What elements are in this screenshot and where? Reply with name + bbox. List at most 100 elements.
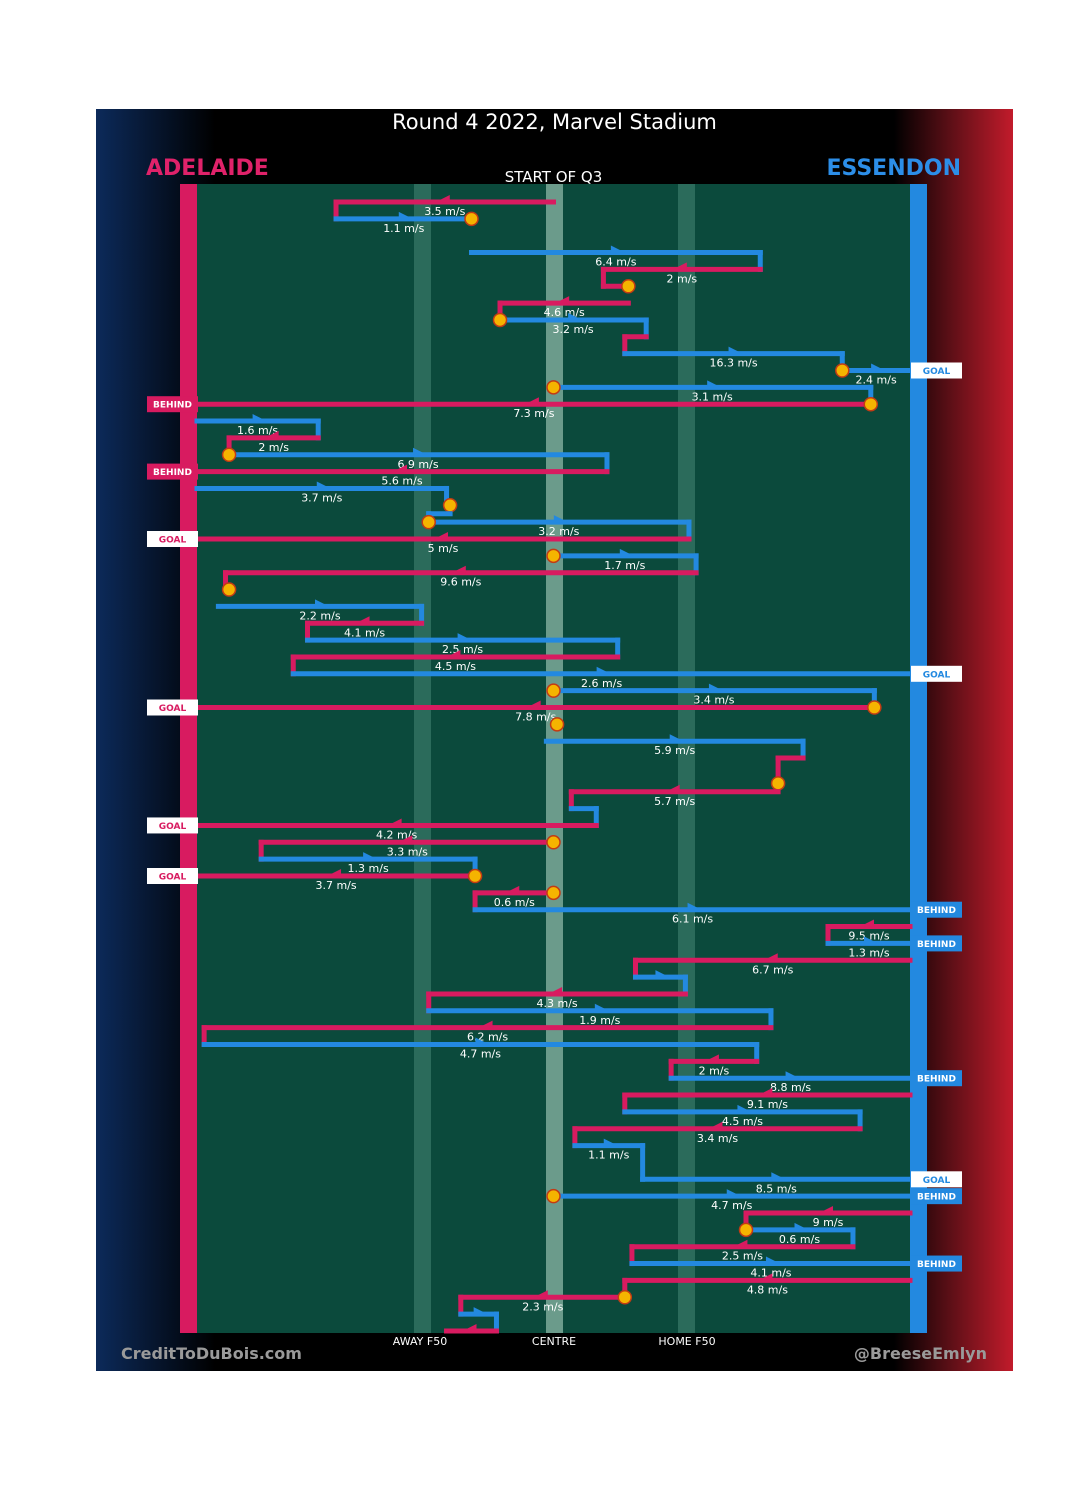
events-layer: 3.5 m/s1.1 m/s6.4 m/s2 m/s4.6 m/s3.2 m/s… <box>194 195 913 1334</box>
score-tag-box <box>147 699 198 716</box>
speed-label: 5 m/s <box>428 542 459 555</box>
speed-label: 5.6 m/s <box>381 475 422 488</box>
event-arrow <box>398 835 413 844</box>
event-arrow <box>763 953 778 962</box>
score-tag-label: BEHIND <box>153 468 192 478</box>
speed-label: 0.6 m/s <box>494 896 535 909</box>
event-arrow <box>733 1239 748 1248</box>
score-tag-box <box>147 463 198 480</box>
score-tag-box <box>147 531 198 547</box>
speed-label: 4.8 m/s <box>747 1283 788 1296</box>
score-tag-label: GOAL <box>159 536 187 546</box>
score-tag-label: GOAL <box>923 1176 951 1186</box>
event-arrow <box>387 818 402 827</box>
event-marker <box>549 717 565 732</box>
speed-label: 4.1 m/s <box>750 1267 791 1280</box>
stripe-centre <box>546 184 563 1333</box>
axis-label-away: AWAY F50 <box>392 1335 448 1348</box>
score-tag-label: BEHIND <box>917 940 956 950</box>
speed-label: 4.6 m/s <box>544 306 585 319</box>
start-label: START OF Q3 <box>504 168 603 186</box>
score-tag-label: GOAL <box>923 367 951 377</box>
score-tag: BEHIND <box>147 396 198 413</box>
speed-label: 3.1 m/s <box>692 390 733 403</box>
event-arrow <box>435 195 450 203</box>
score-tag-box <box>911 665 962 682</box>
event-arrow <box>665 784 680 793</box>
event-arrow <box>533 1290 548 1299</box>
event-arrow <box>451 565 466 574</box>
score-tag-label: GOAL <box>159 822 187 832</box>
event-arrow <box>505 885 520 894</box>
score-tag-box <box>911 362 962 379</box>
speed-label: 8.8 m/s <box>770 1081 811 1094</box>
event-arrow <box>457 633 472 642</box>
score-tag-box <box>911 1070 962 1087</box>
speed-label: 3.2 m/s <box>553 323 594 336</box>
score-tag-label: BEHIND <box>917 1260 956 1270</box>
speed-label: 3.4 m/s <box>697 1132 738 1145</box>
event-marker <box>617 1290 633 1305</box>
speed-label: 6.2 m/s <box>467 1031 508 1044</box>
speed-label: 3.7 m/s <box>301 491 342 504</box>
score-tag-box <box>147 817 198 834</box>
event-arrow <box>555 296 570 305</box>
event-marker <box>492 312 508 328</box>
score-tag-label: BEHIND <box>153 401 192 411</box>
essendon-goal-bar <box>910 184 927 1333</box>
speed-label: 1.9 m/s <box>579 1014 620 1027</box>
speed-label: 7.8 m/s <box>515 711 556 724</box>
chart-canvas: 3.5 m/s1.1 m/s6.4 m/s2 m/s4.6 m/s3.2 m/s… <box>147 184 962 1334</box>
score-tag-box <box>911 1171 962 1188</box>
axis-label-centre: CENTRE <box>531 1335 577 1348</box>
speed-label: 1.1 m/s <box>383 222 424 235</box>
event-arrow <box>728 346 743 355</box>
team-left-name: ADELAIDE <box>146 156 269 181</box>
speed-label: 0.6 m/s <box>779 1233 820 1246</box>
event-arrow <box>413 447 428 456</box>
speed-label: 9 m/s <box>813 1216 844 1229</box>
score-tag-box <box>911 1255 962 1272</box>
event-arrow <box>594 1003 609 1012</box>
event-arrow <box>553 515 568 524</box>
event-marker <box>546 548 561 564</box>
score-tag-box <box>911 1188 962 1205</box>
speed-label: 4.3 m/s <box>536 997 577 1010</box>
event-arrow <box>871 363 886 372</box>
speed-label: 1.7 m/s <box>604 559 645 572</box>
event-marker <box>546 835 561 850</box>
score-tag: GOAL <box>147 868 198 884</box>
speed-label: 9.1 m/s <box>747 1098 788 1111</box>
event-arrow <box>363 852 378 861</box>
event-marker <box>421 514 436 530</box>
event-arrow <box>526 700 541 709</box>
speed-label: 3.7 m/s <box>315 879 356 892</box>
score-tag-box <box>147 396 198 413</box>
score-tag: BEHIND <box>911 901 962 918</box>
tags-layer: GOAL BEHIND BEHIND GOAL GOAL GOAL GOAL GOAL BEHI… <box>147 362 962 1272</box>
speed-label: 16.3 m/s <box>709 357 757 370</box>
event-arrow <box>524 397 539 406</box>
event-arrow <box>771 1172 786 1181</box>
score-tag: BEHIND <box>911 1255 962 1272</box>
speed-label: 3.5 m/s <box>424 205 465 218</box>
speed-label: 2.5 m/s <box>722 1250 763 1263</box>
event-arrow <box>758 1088 773 1097</box>
score-tag-label: BEHIND <box>917 1075 956 1085</box>
event-arrow <box>314 599 329 608</box>
event-arrow <box>264 430 279 439</box>
event-marker <box>464 211 479 227</box>
speed-label: 3.2 m/s <box>538 525 579 538</box>
score-tag-label: BEHIND <box>917 906 956 916</box>
speed-label: 6.9 m/s <box>397 458 438 471</box>
event-arrow <box>568 312 583 321</box>
score-tag-label: GOAL <box>923 670 951 680</box>
event-arrow <box>392 464 407 473</box>
event-arrow <box>478 1020 493 1029</box>
speed-label: 6.1 m/s <box>672 913 713 926</box>
score-tag-box <box>911 901 962 918</box>
event-marker <box>738 1222 754 1238</box>
event-arrow <box>327 869 342 877</box>
event-arrow <box>398 211 413 220</box>
event-marker <box>546 380 561 395</box>
